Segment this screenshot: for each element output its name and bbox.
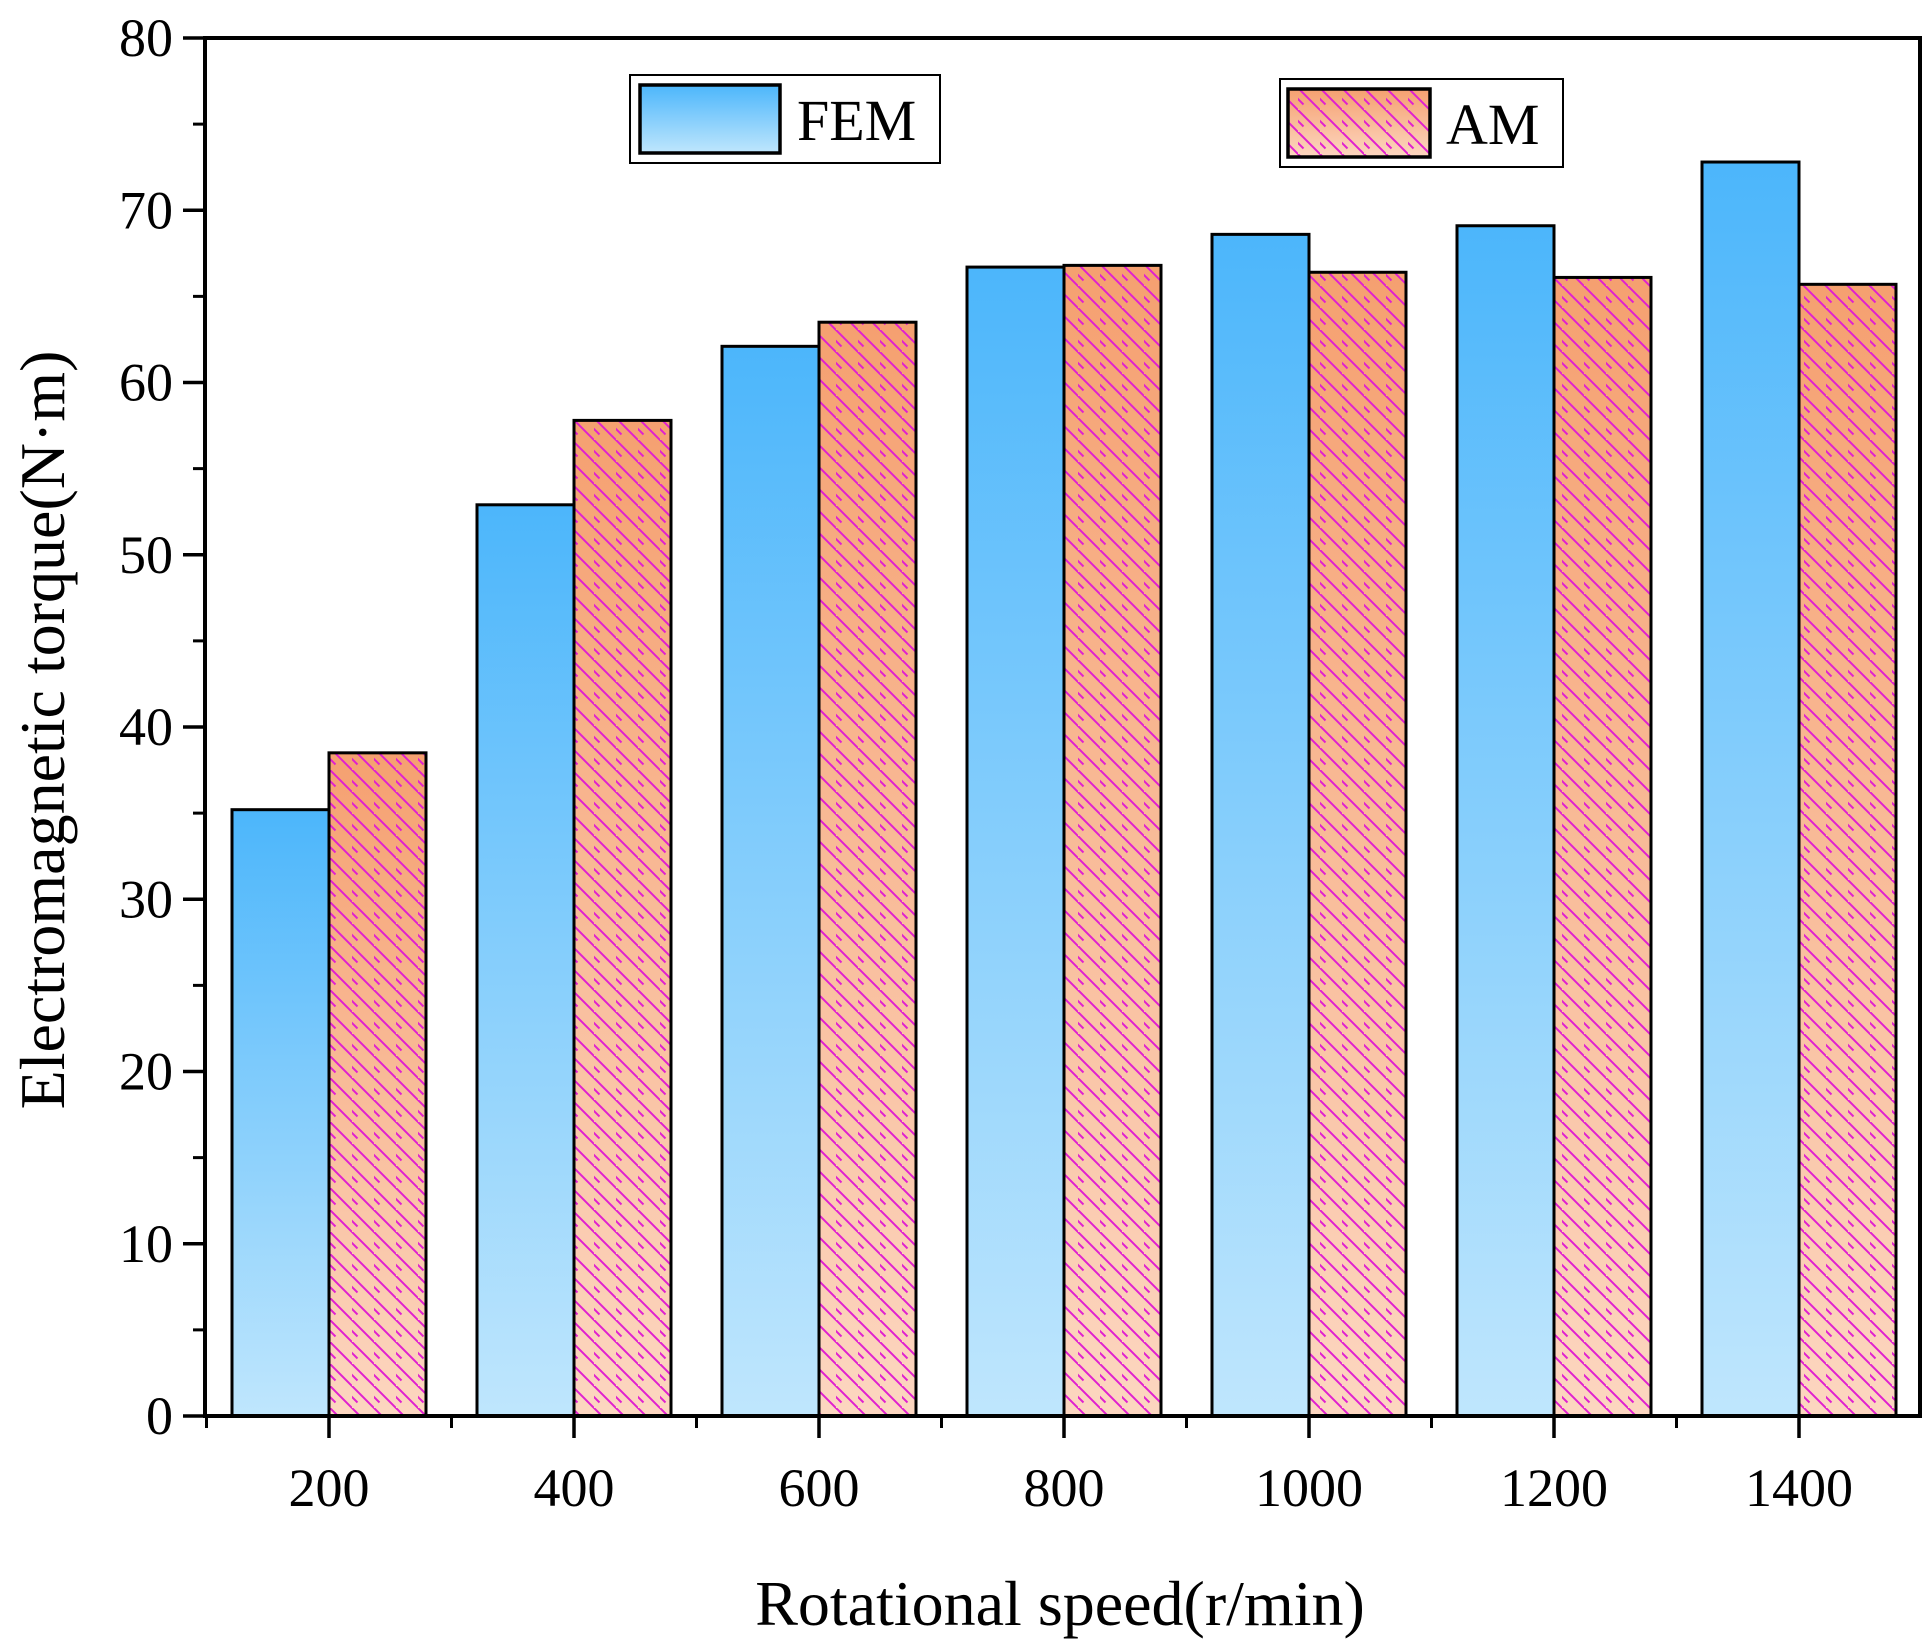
x-tick-label-400: 400 [534, 1458, 615, 1518]
y-tick-label-80: 80 [119, 8, 173, 68]
y-tick-label-70: 70 [119, 180, 173, 240]
legend-swatch-am-hatch [1286, 87, 1432, 159]
x-tick-label-800: 800 [1024, 1458, 1105, 1518]
legend-item-fem: FEM [629, 74, 941, 164]
legend: FEM AM [629, 74, 1564, 168]
bar-fem-1400 [1700, 160, 1801, 1418]
bar-am-1400 [1797, 282, 1898, 1418]
x-tick-label-1000: 1000 [1255, 1458, 1363, 1518]
x-axis-title: Rotational speed(r/min) [755, 1568, 1365, 1639]
bar-am-600 [817, 320, 918, 1418]
bar-am-1200 [1552, 275, 1653, 1418]
x-tick-label-600: 600 [779, 1458, 860, 1518]
legend-label-fem: FEM [797, 88, 916, 153]
legend-label-am: AM [1446, 92, 1539, 157]
y-tick-label-50: 50 [119, 525, 173, 585]
y-tick-label-20: 20 [119, 1042, 173, 1102]
y-tick-label-60: 60 [119, 353, 173, 413]
bar-am-400 [572, 418, 673, 1418]
x-tick-label-1400: 1400 [1745, 1458, 1853, 1518]
bar-fem-400 [475, 503, 576, 1418]
x-tick-label-200: 200 [289, 1458, 370, 1518]
bar-fem-1200 [1455, 224, 1556, 1418]
y-axis-title: Electromagnetic torque(N·m) [7, 351, 78, 1110]
y-tick-label-30: 30 [119, 869, 173, 929]
bar-fem-1000 [1210, 232, 1311, 1418]
axes-layer: 0 10 20 30 40 50 60 70 80 200 400 600 800 1000 1200 140… [119, 8, 1922, 1518]
y-tick-label-0: 0 [146, 1386, 173, 1446]
bar-am-200 [327, 751, 428, 1418]
bars-layer [230, 160, 1898, 1418]
y-tick-label-10: 10 [119, 1214, 173, 1274]
legend-swatch-fem [638, 83, 782, 155]
bar-am-1000 [1307, 270, 1408, 1418]
bar-fem-600 [720, 344, 821, 1418]
y-tick-label-40: 40 [119, 697, 173, 757]
bar-fem-800 [965, 265, 1066, 1418]
bar-am-800 [1062, 263, 1163, 1418]
x-tick-label-1200: 1200 [1500, 1458, 1608, 1518]
legend-item-am: AM [1279, 78, 1564, 168]
bar-fem-200 [230, 808, 331, 1418]
